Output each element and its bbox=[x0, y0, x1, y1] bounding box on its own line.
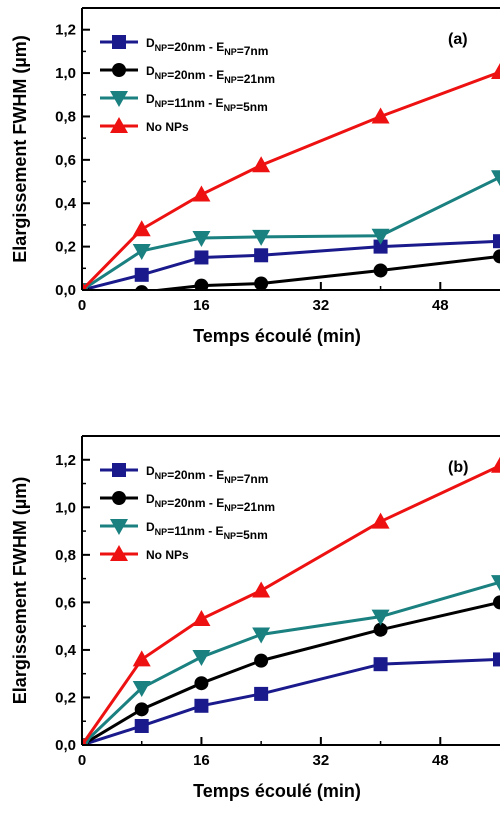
series-1-point bbox=[134, 267, 149, 282]
y-tick-label: 1,0 bbox=[55, 65, 76, 82]
series-2-point bbox=[194, 676, 209, 691]
series-1-point bbox=[254, 248, 269, 263]
series-4-point bbox=[252, 156, 271, 173]
series-4-point bbox=[491, 456, 500, 473]
legend: DNP=20nm - ENP=7nm DNP=20nm - ENP=21nm DNP… bbox=[100, 463, 275, 562]
series-2-point bbox=[134, 702, 149, 717]
series-line-1 bbox=[82, 657, 500, 745]
legend-label-3: DNP=11nm - ENP=5nm bbox=[146, 92, 268, 114]
x-axis-label: Temps écoulé (min) bbox=[193, 781, 361, 801]
series-2-point bbox=[373, 263, 388, 278]
series-1-point bbox=[373, 657, 388, 672]
series-4-point bbox=[371, 107, 390, 124]
x-tick-label: 48 bbox=[432, 752, 449, 769]
legend-label-3: DNP=11nm - ENP=5nm bbox=[146, 520, 268, 542]
x-tick-label: 0 bbox=[78, 297, 86, 314]
series-1-point bbox=[493, 652, 500, 667]
y-tick-label: 0,8 bbox=[55, 547, 76, 564]
series-2-point bbox=[493, 249, 500, 264]
x-tick-label: 0 bbox=[78, 752, 86, 769]
series-4-point bbox=[132, 220, 151, 237]
legend-label-2: DNP=20nm - ENP=21nm bbox=[146, 64, 275, 86]
series-line-3 bbox=[82, 175, 500, 290]
series-1-point bbox=[373, 239, 388, 254]
series-4-point bbox=[82, 281, 88, 290]
legend-marker bbox=[110, 91, 128, 107]
y-tick-label: 0,4 bbox=[55, 195, 77, 212]
plot-area bbox=[82, 62, 500, 290]
legend: DNP=20nm - ENP=7nm DNP=20nm - ENP=21nm DNP… bbox=[100, 35, 275, 134]
series-4-point bbox=[192, 610, 211, 627]
y-tick-label: 0,4 bbox=[55, 642, 77, 659]
series-line-4 bbox=[82, 464, 500, 745]
series-1-point bbox=[134, 718, 149, 733]
legend-marker bbox=[112, 463, 126, 477]
series-2-point bbox=[254, 276, 269, 290]
chart-panel-a: 0,0 0,2 0,4 0,6 0,8 1,0 1,2 0 16 32 48 Temps écoulé… bbox=[10, 7, 500, 346]
panel-label: (a) bbox=[448, 31, 468, 48]
legend-label-1: DNP=20nm - ENP=7nm bbox=[146, 36, 268, 58]
legend-label-2: DNP=20nm - ENP=21nm bbox=[146, 492, 275, 514]
series-3-point bbox=[491, 575, 500, 592]
series-line-4 bbox=[82, 70, 500, 290]
y-tick-label: 1,2 bbox=[55, 22, 76, 39]
legend-marker bbox=[110, 117, 128, 133]
series-3-point bbox=[252, 229, 271, 246]
series-2-point bbox=[373, 622, 388, 637]
legend-label-4: No NPs bbox=[146, 548, 189, 562]
series-3-point bbox=[132, 243, 151, 260]
series-2-point bbox=[493, 595, 500, 610]
x-tick-label: 32 bbox=[313, 297, 330, 314]
y-axis-label: Elargissement FWHM (µm) bbox=[10, 35, 30, 262]
legend-marker bbox=[112, 491, 126, 505]
series-line-1 bbox=[82, 239, 500, 290]
y-tick-label: 0,6 bbox=[55, 594, 76, 611]
series-3-point bbox=[192, 650, 211, 667]
series-4-point bbox=[132, 650, 151, 667]
panel-label: (b) bbox=[448, 459, 468, 476]
y-tick-label: 0,2 bbox=[55, 689, 76, 706]
legend-marker bbox=[112, 63, 126, 77]
x-tick-label: 48 bbox=[432, 297, 449, 314]
series-4-point bbox=[371, 512, 390, 529]
y-tick-label: 0,6 bbox=[55, 152, 76, 169]
series-3-point bbox=[192, 230, 211, 247]
y-tick-label: 0,0 bbox=[55, 282, 76, 299]
chart-panel-b: 0,0 0,2 0,4 0,6 0,8 1,0 1,2 0 16 32 48 Temps écoulé… bbox=[10, 435, 500, 801]
y-axis-label: Elargissement FWHM (µm) bbox=[10, 477, 30, 704]
x-tick-label: 32 bbox=[313, 752, 330, 769]
legend-label-4: No NPs bbox=[146, 120, 189, 134]
series-4-point bbox=[82, 736, 88, 745]
x-tick-label: 16 bbox=[193, 297, 210, 314]
series-2-point bbox=[254, 653, 269, 668]
series-3-point bbox=[371, 228, 390, 245]
legend-marker bbox=[112, 35, 126, 49]
series-line-2 bbox=[82, 254, 500, 290]
series-3-point bbox=[491, 170, 500, 187]
series-1-point bbox=[254, 686, 269, 701]
series-line-3 bbox=[82, 580, 500, 745]
series-3-point bbox=[371, 609, 390, 626]
series-3-point bbox=[252, 627, 271, 644]
x-tick-label: 16 bbox=[193, 752, 210, 769]
series-4-point bbox=[252, 581, 271, 598]
y-tick-label: 0,0 bbox=[55, 737, 76, 754]
legend-marker bbox=[110, 519, 128, 535]
series-4-point bbox=[192, 185, 211, 202]
legend-marker bbox=[110, 545, 128, 561]
plot-area bbox=[82, 456, 500, 745]
y-tick-label: 1,2 bbox=[55, 452, 76, 469]
y-tick-label: 0,2 bbox=[55, 239, 76, 256]
series-4-point bbox=[491, 62, 500, 79]
series-1-point bbox=[194, 250, 209, 265]
series-1-point bbox=[493, 234, 500, 249]
legend-label-1: DNP=20nm - ENP=7nm bbox=[146, 464, 268, 486]
series-3-point bbox=[132, 680, 151, 697]
x-axis-label: Temps écoulé (min) bbox=[193, 326, 361, 346]
series-line-2 bbox=[82, 600, 500, 745]
y-tick-label: 1,0 bbox=[55, 499, 76, 516]
y-tick-label: 0,8 bbox=[55, 108, 76, 125]
series-1-point bbox=[194, 698, 209, 713]
